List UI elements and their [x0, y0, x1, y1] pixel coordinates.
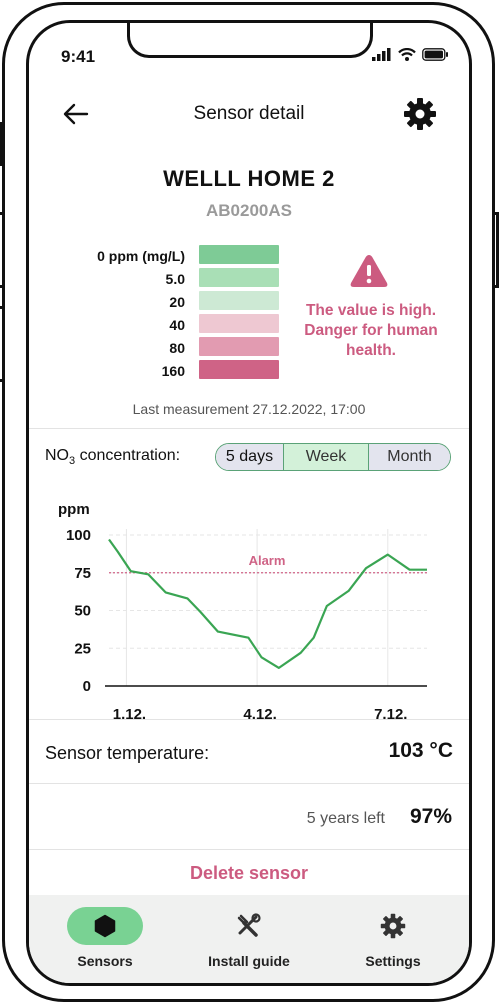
y-tick-label: 50 [74, 603, 91, 620]
scale-bar [199, 245, 279, 264]
scale-labels: 0 ppm (mg/L) 5.0 20 40 80 160 [63, 245, 185, 383]
concentration-subscript: 3 [69, 455, 76, 468]
tab-label: Sensors [77, 953, 133, 969]
scale-bar [199, 314, 279, 333]
y-tick-label: 0 [83, 678, 91, 695]
screen: 9:41 Sensor detail [26, 20, 472, 986]
delete-sensor-button[interactable]: Delete sensor [189, 863, 309, 883]
warning-icon [350, 255, 388, 287]
y-tick-label: 100 [66, 527, 91, 544]
status-time: 9:41 [61, 47, 96, 66]
divider [29, 783, 469, 784]
scale-bars [199, 245, 279, 383]
gear-icon[interactable] [403, 97, 437, 131]
hexagon-icon [94, 914, 116, 938]
notch [127, 23, 373, 58]
y-tick-label: 75 [74, 565, 91, 582]
series-line [108, 538, 427, 669]
gear-icon [380, 913, 406, 939]
back-arrow-icon[interactable] [61, 99, 91, 129]
divider [29, 719, 469, 720]
x-ticks: 1.12. 4.12. 7.12. [113, 706, 408, 723]
x-tick-label: 4.12. [243, 706, 276, 723]
battery-percent: 97% [409, 805, 452, 828]
x-tick-label: 7.12. [374, 706, 407, 723]
temperature-value: 103 °C [388, 739, 453, 762]
divider [29, 849, 469, 850]
concentration-label: NO3 concentration: [45, 447, 180, 467]
period-selector: 5 days Week Month [215, 443, 451, 471]
series-layer [108, 538, 427, 669]
concentration-prefix: NO [45, 447, 69, 464]
warning-text: The value is high. Danger for human heal… [304, 302, 438, 359]
scale-label: 20 [169, 294, 185, 310]
scale-bar [199, 291, 279, 310]
no3-chart: Alarm 0 25 50 75 100 1.12. 4.12. 7.12. ppm [58, 501, 427, 723]
scale-bar [199, 360, 279, 379]
scale-label: 160 [161, 363, 185, 379]
tools-icon [237, 913, 261, 937]
tab-label: Install guide [208, 953, 290, 969]
battery-life-text: 5 years left [306, 810, 385, 827]
alarm-layer: Alarm [109, 553, 427, 574]
scale-label: 5.0 [165, 271, 185, 287]
scale-label: 0 ppm (mg/L) [97, 248, 185, 264]
divider [29, 428, 469, 429]
alarm-label: Alarm [249, 553, 286, 568]
period-week-button[interactable]: Week [284, 444, 369, 470]
scale-bar [199, 337, 279, 356]
page-title: Sensor detail [193, 103, 305, 124]
tab-bar: Sensors Install guide [29, 895, 469, 983]
y-axis-label: ppm [58, 501, 90, 518]
y-tick-label: 25 [74, 640, 91, 657]
scale-bar [199, 268, 279, 287]
x-tick-label: 1.12. [113, 706, 146, 723]
concentration-suffix: concentration: [75, 447, 181, 464]
scale-label: 80 [169, 340, 185, 356]
scale-label: 40 [169, 317, 185, 333]
period-month-button[interactable]: Month [369, 444, 450, 470]
period-5-days-button[interactable]: 5 days [216, 444, 284, 470]
tab-label: Settings [365, 953, 421, 969]
sensor-name: WELLL HOME 2 [163, 166, 335, 191]
signal-icon [372, 48, 391, 61]
battery-icon [422, 48, 448, 61]
wifi-icon [398, 48, 416, 61]
last-measurement: Last measurement 27.12.2022, 17:00 [132, 401, 366, 417]
temperature-label: Sensor temperature: [45, 743, 210, 763]
status-icons [372, 48, 449, 61]
y-ticks: 0 25 50 75 100 [66, 527, 91, 695]
sensor-id: AB0200AS [206, 201, 292, 220]
